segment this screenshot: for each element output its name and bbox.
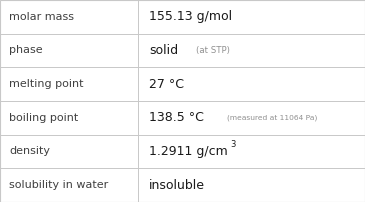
Text: 138.5 °C: 138.5 °C	[149, 111, 204, 124]
Text: 27 °C: 27 °C	[149, 78, 184, 91]
Text: insoluble: insoluble	[149, 179, 205, 192]
Text: (measured at 11064 Pa): (measured at 11064 Pa)	[227, 115, 318, 121]
Text: boiling point: boiling point	[9, 113, 78, 123]
Text: solid: solid	[149, 44, 178, 57]
Text: 155.13 g/mol: 155.13 g/mol	[149, 10, 232, 23]
Text: (at STP): (at STP)	[196, 46, 230, 55]
Text: molar mass: molar mass	[9, 12, 74, 22]
Text: density: density	[9, 146, 50, 157]
Text: solubility in water: solubility in water	[9, 180, 108, 190]
Text: phase: phase	[9, 45, 43, 56]
Text: 3: 3	[230, 140, 235, 149]
Text: 1.2911 g/cm: 1.2911 g/cm	[149, 145, 228, 158]
Text: melting point: melting point	[9, 79, 84, 89]
